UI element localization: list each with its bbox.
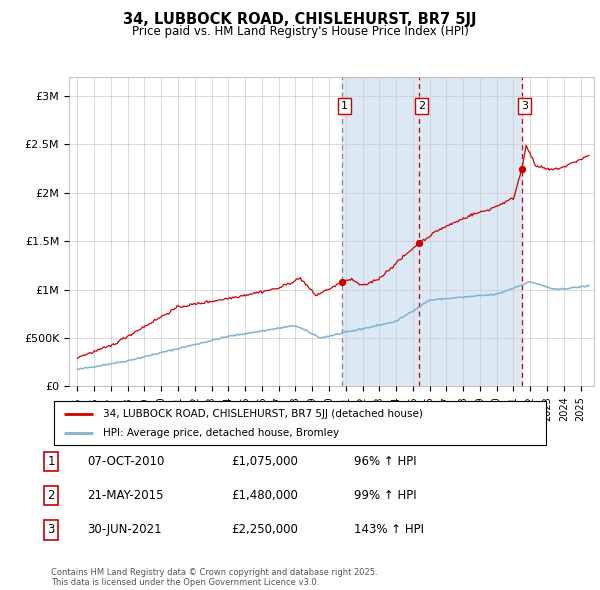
Text: £1,075,000: £1,075,000: [231, 455, 298, 468]
Text: 96% ↑ HPI: 96% ↑ HPI: [354, 455, 416, 468]
Text: 3: 3: [47, 523, 55, 536]
Text: 21-MAY-2015: 21-MAY-2015: [87, 489, 163, 502]
Text: 34, LUBBOCK ROAD, CHISLEHURST, BR7 5JJ (detached house): 34, LUBBOCK ROAD, CHISLEHURST, BR7 5JJ (…: [103, 409, 423, 418]
Text: 143% ↑ HPI: 143% ↑ HPI: [354, 523, 424, 536]
Text: 1: 1: [341, 101, 348, 111]
Text: 2: 2: [418, 101, 425, 111]
Text: 30-JUN-2021: 30-JUN-2021: [87, 523, 161, 536]
Bar: [342, 77, 522, 386]
Text: £2,250,000: £2,250,000: [231, 523, 298, 536]
Text: HPI: Average price, detached house, Bromley: HPI: Average price, detached house, Brom…: [103, 428, 340, 438]
Point: [415, 238, 424, 248]
Point: [517, 164, 527, 173]
Text: 1: 1: [47, 455, 55, 468]
Text: 34, LUBBOCK ROAD, CHISLEHURST, BR7 5JJ: 34, LUBBOCK ROAD, CHISLEHURST, BR7 5JJ: [123, 12, 477, 27]
Text: 3: 3: [521, 101, 528, 111]
Text: 2: 2: [47, 489, 55, 502]
Text: Contains HM Land Registry data © Crown copyright and database right 2025.
This d: Contains HM Land Registry data © Crown c…: [51, 568, 377, 587]
Text: 07-OCT-2010: 07-OCT-2010: [87, 455, 164, 468]
Text: 99% ↑ HPI: 99% ↑ HPI: [354, 489, 416, 502]
Text: Price paid vs. HM Land Registry's House Price Index (HPI): Price paid vs. HM Land Registry's House …: [131, 25, 469, 38]
Text: £1,480,000: £1,480,000: [231, 489, 298, 502]
Point: [337, 278, 347, 287]
